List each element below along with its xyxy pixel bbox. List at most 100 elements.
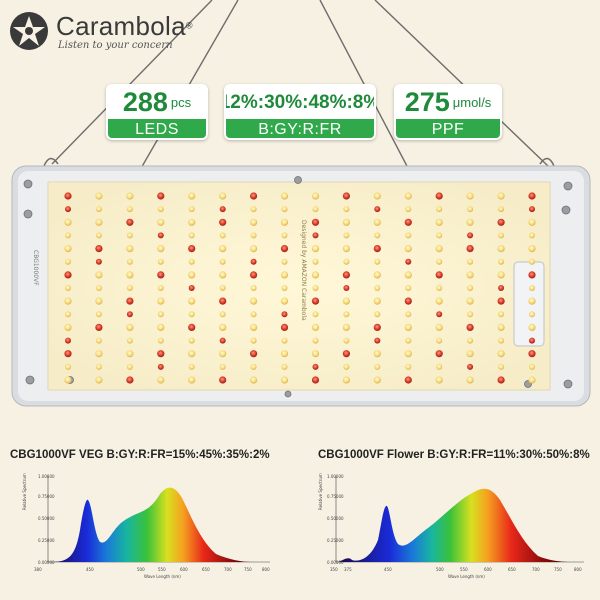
- red-led: [126, 297, 134, 305]
- warm-white-led: [497, 271, 505, 279]
- veg-x-tick: 550: [158, 567, 166, 572]
- warm-white-led: [219, 245, 227, 253]
- warm-white-led: [374, 285, 381, 291]
- leds-label: LEDS: [108, 119, 206, 138]
- warm-white-led: [373, 192, 381, 200]
- warm-white-led: [466, 376, 474, 384]
- red-led: [311, 297, 320, 305]
- veg-x-tick: 750: [244, 567, 252, 572]
- flower-x-tick: 450: [384, 567, 392, 572]
- red-led: [404, 376, 412, 384]
- flower-x-tick: 800: [574, 567, 582, 572]
- warm-white-led: [126, 271, 134, 279]
- red-led: [312, 232, 319, 239]
- warm-white-led: [219, 323, 227, 331]
- warm-white-led: [219, 350, 227, 358]
- warm-white-led: [528, 245, 536, 253]
- red-led: [342, 271, 350, 279]
- warm-white-led: [95, 192, 103, 200]
- red-led: [497, 297, 505, 305]
- warm-white-led: [281, 258, 288, 265]
- red-led: [95, 258, 102, 265]
- board-text: Designed by AMAZON Carambola: [300, 220, 307, 321]
- warm-white-led: [95, 218, 103, 226]
- red-led: [311, 218, 320, 226]
- red-led: [405, 258, 412, 265]
- warm-white-led: [312, 285, 319, 291]
- warm-white-led: [64, 323, 72, 331]
- flower-x-tick: 350: [330, 567, 338, 572]
- warm-white-led: [65, 285, 71, 291]
- leds-badge: 288 pcs LEDS: [106, 84, 208, 140]
- warm-white-led: [529, 363, 535, 370]
- warm-white-led: [64, 245, 72, 253]
- warm-white-led: [312, 337, 319, 344]
- warm-white-led: [374, 232, 381, 239]
- warm-white-led: [126, 245, 134, 253]
- warm-white-led: [312, 258, 319, 265]
- red-led: [65, 206, 71, 213]
- red-led: [219, 206, 226, 213]
- warm-white-led: [188, 376, 196, 384]
- warm-white-led: [311, 323, 320, 331]
- red-led: [250, 258, 257, 265]
- warm-white-led: [343, 206, 350, 213]
- red-led: [529, 206, 535, 213]
- red-led: [280, 245, 289, 253]
- veg-y-tick: 0.00000: [38, 560, 55, 565]
- red-led: [467, 232, 474, 239]
- flower-y-tick: 1.00000: [327, 474, 344, 479]
- warm-white-led: [126, 323, 134, 331]
- veg-spectrum-title: CBG1000VF VEG B:GY:R:FR=15%:45%:35%:2%: [10, 449, 270, 461]
- warm-white-led: [497, 192, 505, 200]
- warm-white-led: [188, 297, 196, 305]
- veg-spectrum-chart: Relative Spectrum 0.00000 0.25000 0.5000…: [22, 473, 270, 579]
- warm-white-led: [250, 285, 257, 291]
- flower-y-axis-label: Relative Spectrum: [318, 473, 323, 510]
- veg-x-tick: 650: [202, 567, 210, 572]
- warm-white-led: [342, 297, 350, 305]
- warm-white-led: [498, 232, 505, 239]
- panel-side-text: CBG1000VF: [32, 250, 39, 286]
- veg-spectrum-curve: [50, 487, 252, 562]
- warm-white-led: [497, 323, 505, 331]
- warm-white-led: [343, 337, 350, 344]
- warm-white-led: [404, 271, 412, 279]
- flower-x-tick: 500: [436, 567, 444, 572]
- warm-white-led: [466, 218, 474, 226]
- warm-white-led: [498, 311, 505, 318]
- warm-white-led: [188, 311, 195, 318]
- warm-white-led: [311, 245, 320, 253]
- warm-white-led: [95, 297, 103, 305]
- warm-white-led: [373, 218, 381, 226]
- red-led: [342, 350, 350, 358]
- warm-white-led: [405, 285, 412, 291]
- warm-white-led: [466, 192, 474, 200]
- warm-white-led: [528, 323, 536, 331]
- warm-white-led: [529, 311, 535, 318]
- flower-x-tick: 700: [532, 567, 540, 572]
- warm-white-led: [467, 258, 474, 265]
- warm-white-led: [126, 350, 134, 358]
- registered-mark: ®: [185, 20, 193, 31]
- red-led: [404, 218, 412, 226]
- red-led: [95, 323, 103, 331]
- warm-white-led: [497, 350, 505, 358]
- red-led: [528, 271, 536, 279]
- warm-white-led: [157, 311, 164, 318]
- warm-white-led: [466, 350, 474, 358]
- warm-white-led: [126, 337, 133, 344]
- warm-white-led: [250, 323, 258, 331]
- warm-white-led: [126, 206, 133, 213]
- warm-white-led: [126, 258, 133, 265]
- warm-white-led: [528, 376, 536, 384]
- flower-spectrum-title: CBG1000VF Flower B:GY:R:FR=11%:30%:50%:8…: [318, 449, 590, 461]
- red-led: [126, 218, 134, 226]
- red-led: [467, 363, 474, 370]
- warm-white-led: [342, 323, 350, 331]
- warm-white-led: [250, 245, 258, 253]
- red-led: [219, 376, 227, 384]
- warm-white-led: [281, 206, 288, 213]
- red-led: [312, 363, 319, 370]
- warm-white-led: [188, 350, 196, 358]
